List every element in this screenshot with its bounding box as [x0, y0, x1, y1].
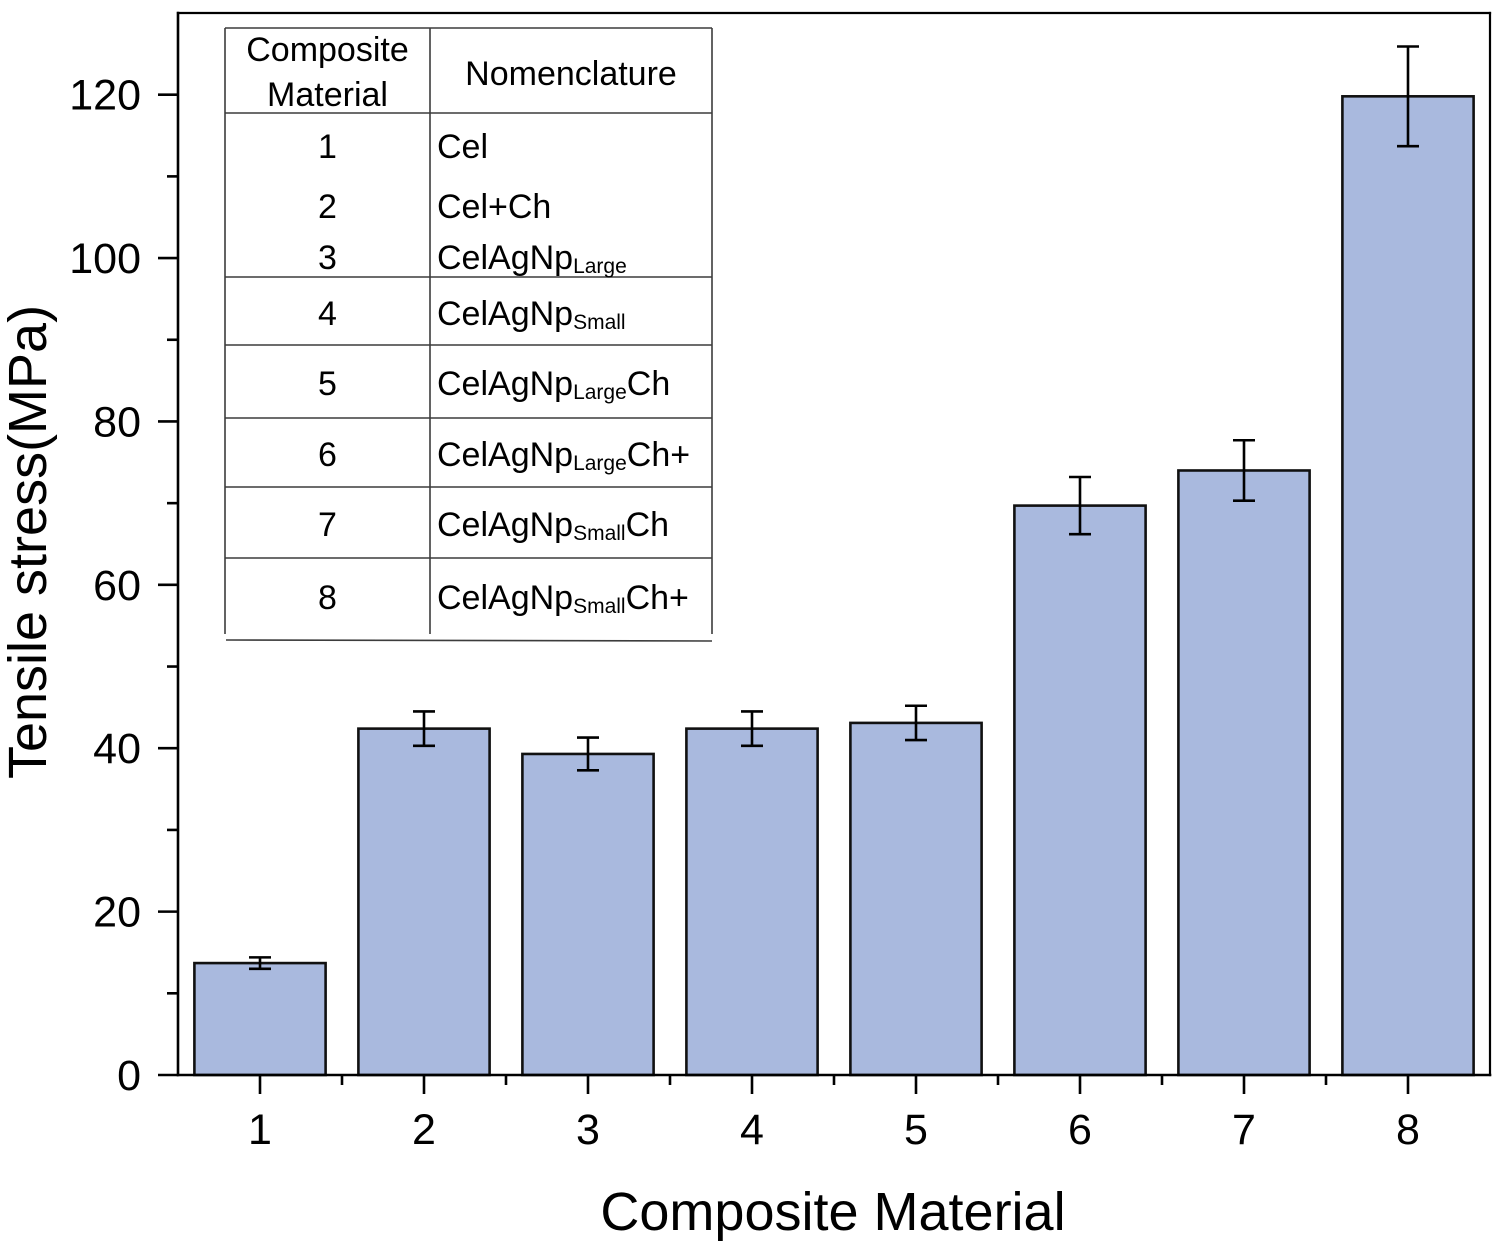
table-row-nomenclature: CelAgNpSmallCh — [437, 506, 669, 545]
table-header-nomenclature: Nomenclature — [465, 55, 677, 93]
nomenclature-base: CelAgNp — [437, 295, 573, 333]
nomenclature-base: CelAgNp — [437, 579, 573, 617]
error-bar-7 — [1233, 438, 1255, 503]
error-bar-6 — [1069, 475, 1091, 536]
bar-3 — [521, 752, 655, 1077]
table-row-number: 4 — [318, 295, 337, 333]
table-row-number: 6 — [318, 436, 337, 474]
table-row-number: 3 — [318, 239, 337, 277]
nomenclature-suffix: Ch — [627, 365, 670, 403]
x-tick-label: 4 — [740, 1106, 764, 1154]
nomenclature-subscript: Large — [573, 381, 627, 404]
error-bar-8 — [1397, 45, 1419, 148]
x-tick-label: 7 — [1232, 1106, 1256, 1154]
y-tick-label: 40 — [93, 725, 141, 773]
nomenclature-base: Cel+Ch — [437, 188, 551, 226]
y-axis: 0 20 40 60 80 100 120 — [69, 11, 180, 1100]
bars — [193, 95, 1475, 1077]
nomenclature-suffix: Ch — [626, 506, 669, 544]
x-tick-label: 2 — [412, 1106, 436, 1154]
nomenclature-base: CelAgNp — [437, 239, 573, 277]
x-tick-label: 5 — [904, 1106, 928, 1154]
nomenclature-subscript: Large — [573, 452, 627, 475]
x-tick-label: 3 — [576, 1106, 600, 1154]
nomenclature-suffix: Ch+ — [627, 436, 690, 474]
error-bars — [249, 45, 1419, 971]
bar-6 — [1013, 504, 1147, 1077]
table-row-number: 1 — [318, 128, 337, 166]
table-row-number: 7 — [318, 506, 337, 544]
error-bar-5 — [905, 704, 927, 742]
nomenclature-subscript: Small — [573, 311, 626, 334]
table-row-nomenclature: CelAgNpSmall — [437, 295, 626, 334]
error-bar-4 — [741, 710, 763, 748]
table-row-nomenclature: CelAgNpSmallCh+ — [437, 579, 689, 618]
table-row-nomenclature: Cel+Ch — [437, 188, 551, 226]
nomenclature-subscript: Large — [573, 255, 627, 278]
x-tick-label: 1 — [248, 1106, 272, 1154]
table-row-nomenclature: CelAgNpLarge — [437, 239, 627, 278]
error-bar-2 — [413, 710, 435, 748]
y-tick-label: 80 — [93, 398, 141, 446]
table-header-material: Material — [267, 76, 388, 114]
x-axis: 1 2 3 4 5 6 7 8 — [176, 1073, 1492, 1154]
table-row-nomenclature: CelAgNpLargeCh — [437, 365, 670, 404]
bar-2 — [357, 727, 491, 1077]
x-tick-label: 6 — [1068, 1106, 1092, 1154]
nomenclature-base: CelAgNp — [437, 506, 573, 544]
error-bar-3 — [577, 736, 599, 772]
bar-1 — [193, 961, 327, 1077]
table-header-material: Composite — [246, 31, 409, 69]
nomenclature-base: Cel — [437, 128, 488, 166]
y-tick-label: 0 — [117, 1052, 141, 1100]
y-axis-title: Tensile stress(MPa) — [0, 305, 58, 779]
x-axis-title: Composite Material — [600, 1182, 1065, 1242]
y-tick-label: 100 — [69, 235, 141, 283]
table-row-number: 5 — [318, 365, 337, 403]
y-tick-label: 20 — [93, 889, 141, 937]
error-bar-1 — [249, 956, 271, 971]
bar-4 — [685, 727, 819, 1077]
table-row-nomenclature: CelAgNpLargeCh+ — [437, 436, 690, 475]
nomenclature-suffix: Ch+ — [626, 579, 689, 617]
nomenclature-subscript: Small — [573, 522, 626, 545]
table-row-nomenclature: Cel — [437, 128, 488, 166]
bar-5 — [849, 721, 983, 1077]
y-tick-label: 120 — [69, 72, 141, 120]
y-tick-label: 60 — [93, 562, 141, 610]
nomenclature-base: CelAgNp — [437, 365, 573, 403]
bar-7 — [1177, 469, 1311, 1077]
x-tick-label: 8 — [1396, 1106, 1420, 1154]
plot-frame — [176, 11, 1492, 1077]
nomenclature-subscript: Small — [573, 595, 626, 618]
table-bottom-rule — [225, 639, 713, 642]
table-row-number: 2 — [318, 188, 337, 226]
bar-8 — [1341, 95, 1475, 1077]
nomenclature-base: CelAgNp — [437, 436, 573, 474]
inset-table: Composite Material Nomenclature 1 Cel 2 Cel+Ch… — [224, 27, 713, 642]
table-row-number: 8 — [318, 579, 337, 617]
